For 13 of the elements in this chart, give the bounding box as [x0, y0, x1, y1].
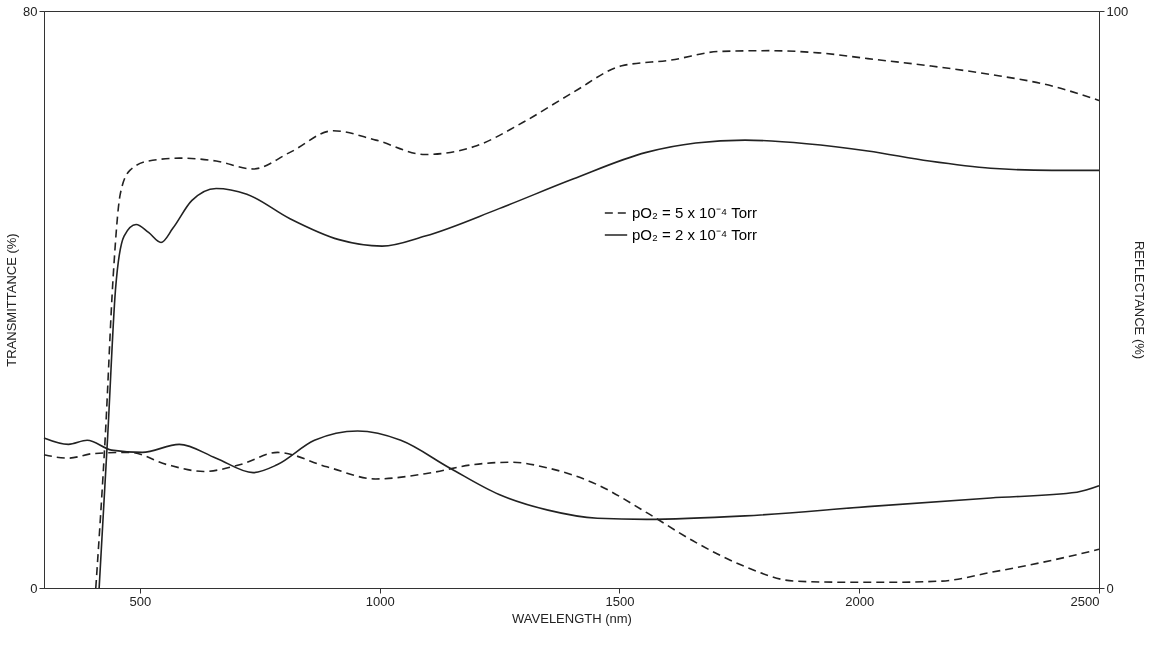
y2-tick-label: 0 — [1106, 580, 1114, 596]
x-tick-label: 1500 — [605, 593, 635, 609]
y2-axis-title: REFLECTANCE (%) — [1132, 240, 1148, 360]
legend-label: pO₂ = 2 x 10⁻⁴ Torr — [632, 226, 757, 243]
legend-label: pO₂ = 5 x 10⁻⁴ Torr — [632, 204, 757, 221]
x-tick-label: 1000 — [365, 593, 395, 609]
x-axis-title: WAVELENGTH (nm) — [512, 610, 632, 626]
y-axis-title: TRANSMITTANCE (%) — [4, 233, 20, 367]
y2-tick-label: 100 — [1106, 3, 1129, 19]
x-tick-label: 500 — [129, 593, 152, 609]
y-tick-label: 80 — [23, 3, 38, 19]
x-tick-label: 2000 — [845, 593, 875, 609]
x-tick-label: 2500 — [1070, 593, 1100, 609]
